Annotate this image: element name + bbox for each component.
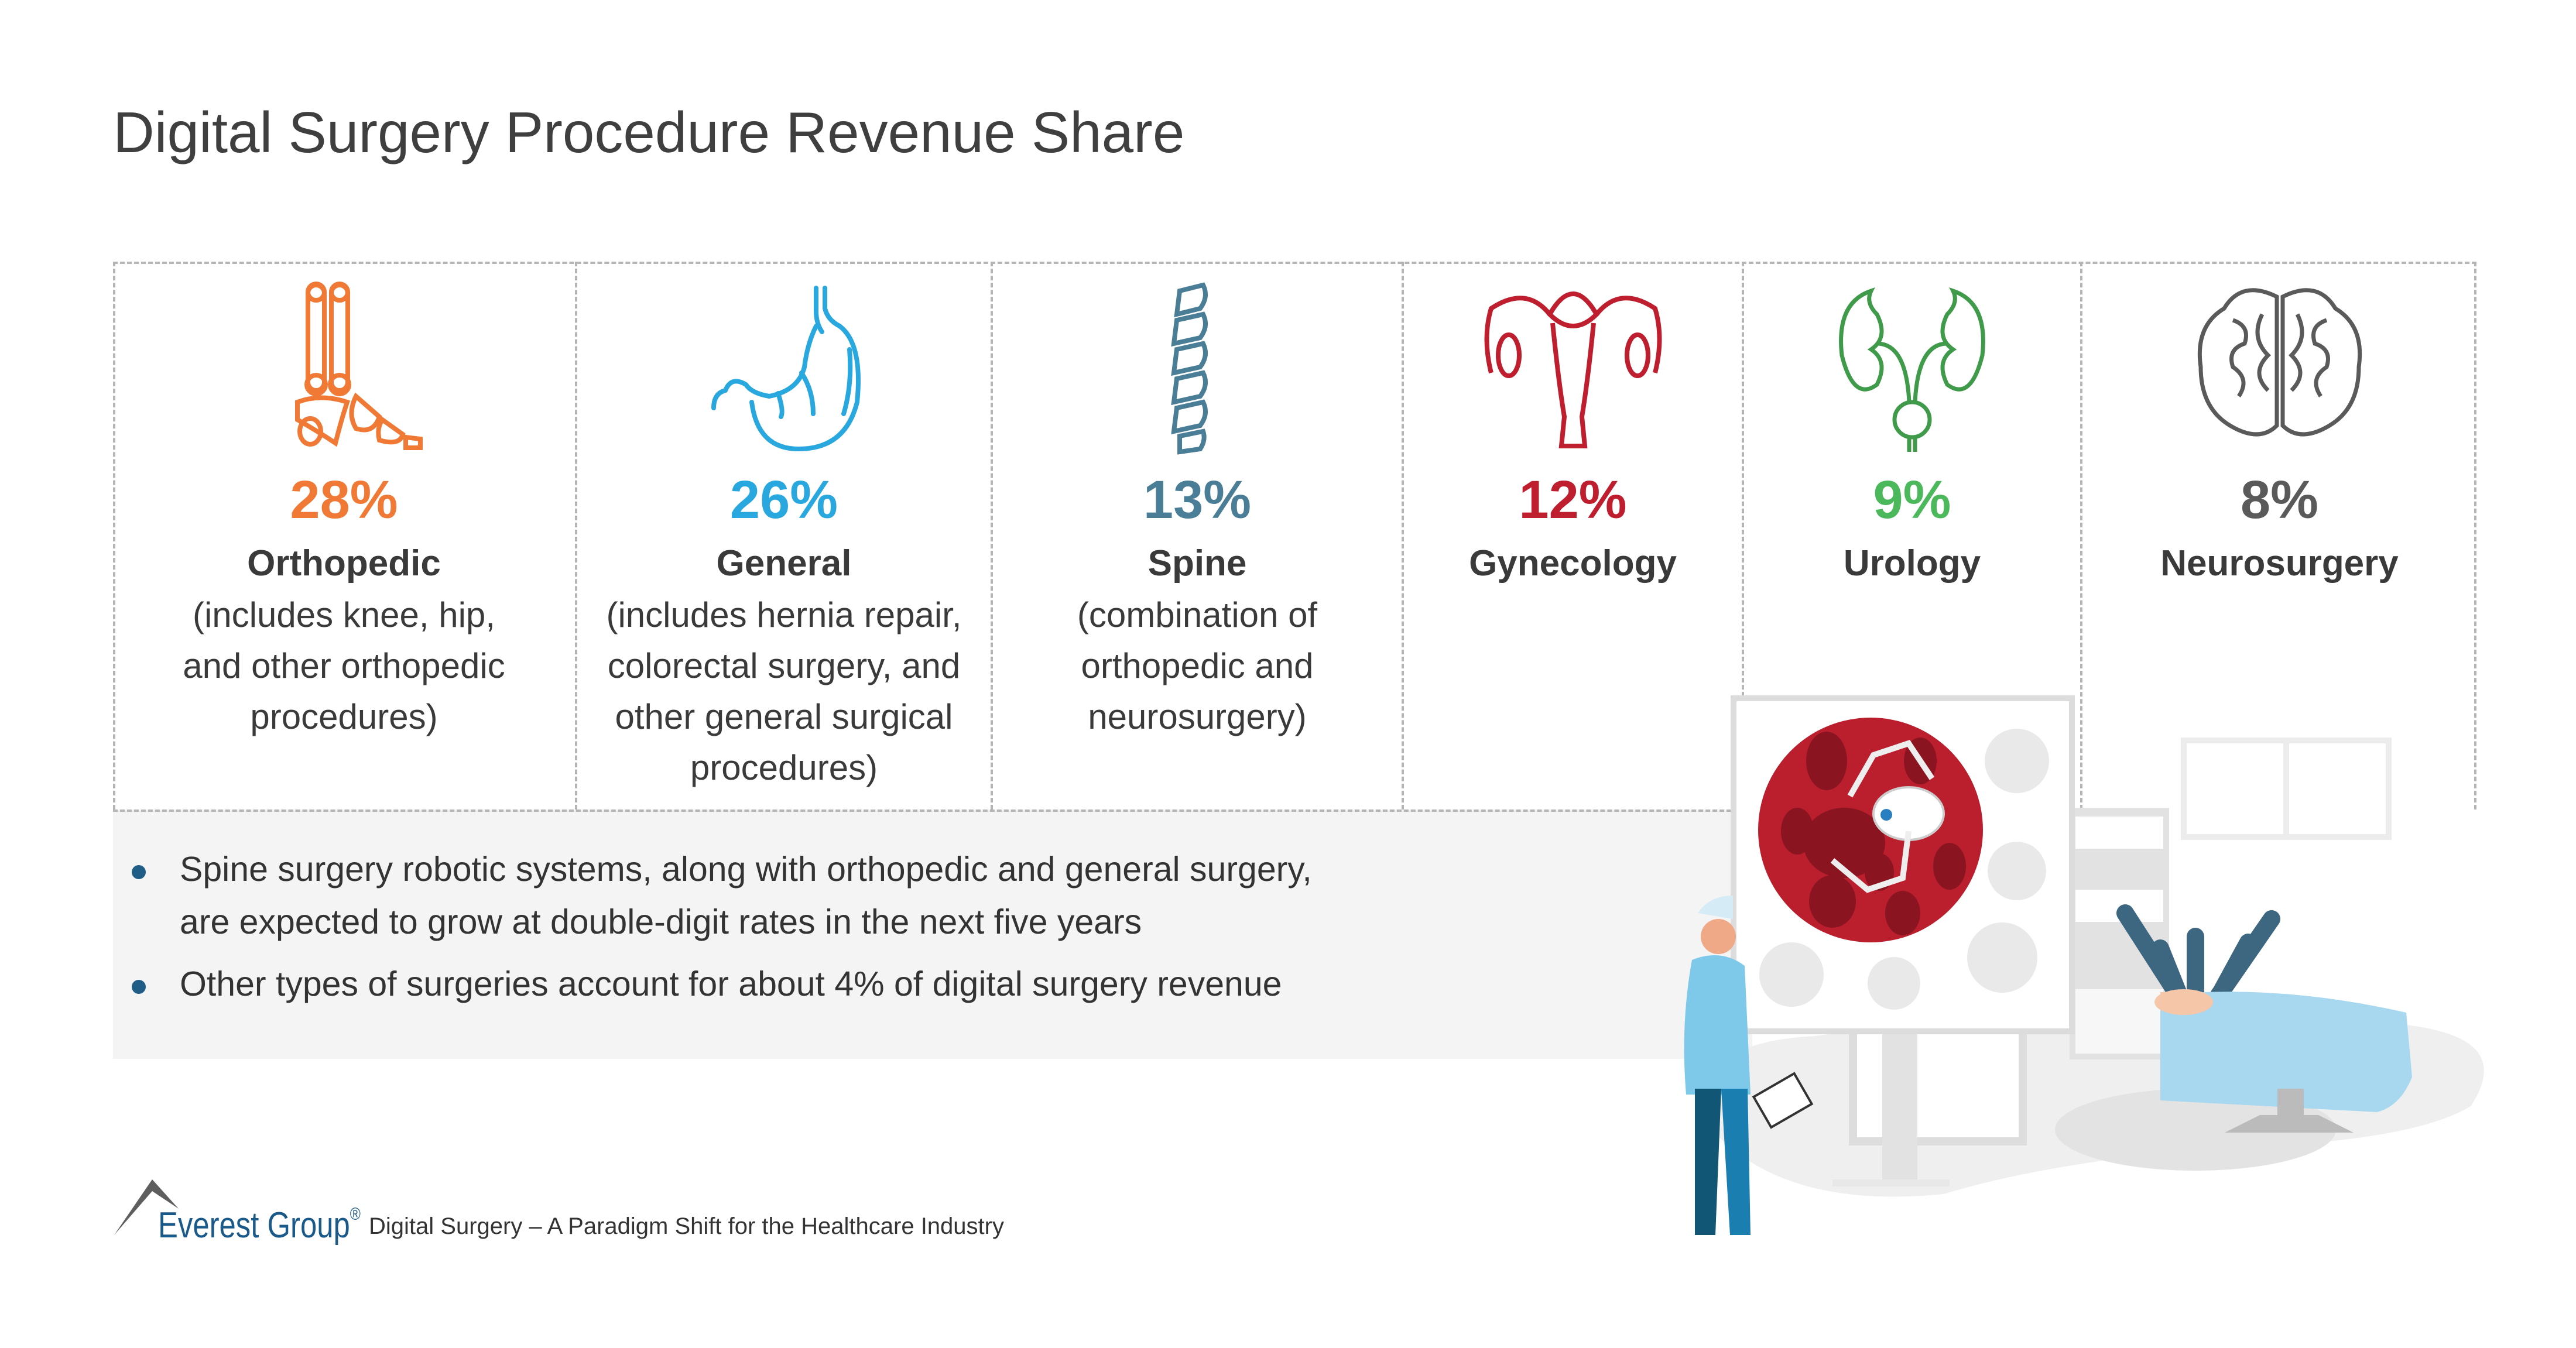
bullet-list: Spine surgery robotic systems, along wit… xyxy=(132,843,1312,1020)
bullet-line: Other types of surgeries account for abo… xyxy=(180,965,1282,1003)
bullet-item: Spine surgery robotic systems, along wit… xyxy=(132,843,1312,948)
percent-value: 12% xyxy=(1519,470,1627,530)
category-name: General xyxy=(716,543,852,584)
desc-line: colorectal surgery, and xyxy=(607,646,961,685)
category-spine: 13% Spine (combination of orthopedic and… xyxy=(991,262,1402,810)
desc-line: neurosurgery) xyxy=(1088,697,1307,736)
category-description: (includes knee, hip, and other orthopedi… xyxy=(113,589,575,742)
category-general: 26% General (includes hernia repair, col… xyxy=(575,262,991,810)
category-gynecology: 12% Gynecology xyxy=(1402,262,1742,810)
category-name: Spine xyxy=(1147,543,1247,584)
brain-icon xyxy=(2197,288,2362,437)
category-neurosurgery: 8% Neurosurgery xyxy=(2080,262,2476,810)
key-insights-panel xyxy=(113,810,1752,1059)
desc-line: (includes hernia repair, xyxy=(606,595,962,634)
category-name: Orthopedic xyxy=(247,543,441,584)
registered-mark: ® xyxy=(350,1205,361,1224)
page-title: Digital Surgery Procedure Revenue Share xyxy=(113,100,1185,164)
uterus-icon xyxy=(1484,291,1662,448)
category-description: (includes hernia repair, colorectal surg… xyxy=(577,589,991,793)
percent-value: 26% xyxy=(729,470,838,530)
everest-mountain-logo-icon xyxy=(114,1179,179,1235)
spine-icon xyxy=(1171,282,1208,455)
desc-line: other general surgical xyxy=(615,697,953,736)
percent-value: 9% xyxy=(1873,470,1951,530)
category-orthopedic: 28% Orthopedic (includes knee, hip, and … xyxy=(113,262,575,810)
desc-line: (combination of xyxy=(1077,595,1318,634)
kidney-icon xyxy=(1839,287,1985,452)
bullet-item: Other types of surgeries account for abo… xyxy=(132,958,1312,1010)
bullet-line: are expected to grow at double-digit rat… xyxy=(180,903,1142,941)
percent-value: 8% xyxy=(2241,470,2318,530)
category-name: Urology xyxy=(1843,543,1981,584)
category-grid xyxy=(113,262,2476,810)
bullet-line: Spine surgery robotic systems, along wit… xyxy=(180,850,1312,889)
desc-line: and other orthopedic xyxy=(183,646,505,685)
percent-value: 13% xyxy=(1143,470,1252,530)
brand-logo: Everest Group® xyxy=(158,1205,361,1246)
brand-name: Everest Group xyxy=(158,1205,350,1246)
percent-value: 28% xyxy=(290,470,398,530)
category-description: (combination of orthopedic and neurosurg… xyxy=(993,589,1402,742)
stomach-icon xyxy=(711,286,861,452)
desc-line: procedures) xyxy=(250,697,438,736)
desc-line: orthopedic and xyxy=(1081,646,1314,685)
category-name: Gynecology xyxy=(1469,543,1677,584)
category-name: Neurosurgery xyxy=(2160,543,2399,584)
category-urology: 9% Urology xyxy=(1742,262,2080,810)
desc-line: procedures) xyxy=(690,748,878,787)
footer-text: Digital Surgery – A Paradigm Shift for t… xyxy=(369,1213,1004,1239)
foot-bone-icon xyxy=(294,282,423,450)
desc-line: (includes knee, hip, xyxy=(193,595,495,634)
